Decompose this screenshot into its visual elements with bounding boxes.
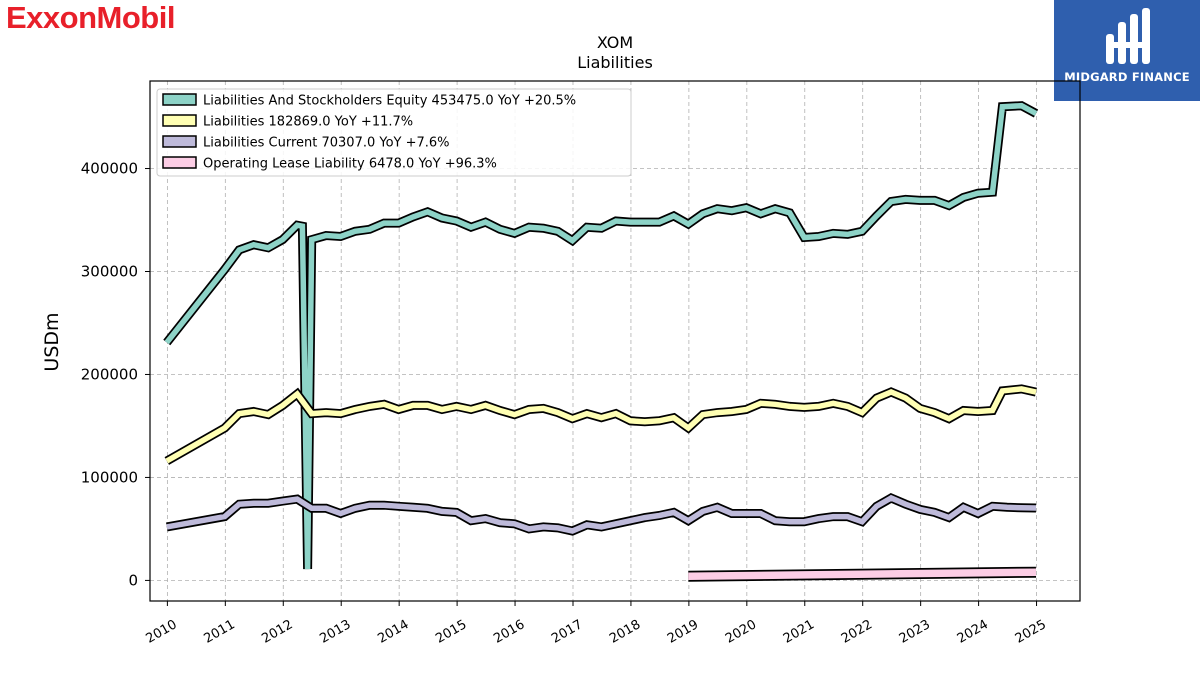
legend: Liabilities And Stockholders Equity 4534… [156, 88, 632, 177]
badge-label: MIDGARD FINANCE [1064, 70, 1190, 84]
x-tick-label: 2018 [607, 617, 643, 647]
legend-label: Operating Lease Liability 6478.0 YoY +96… [203, 157, 497, 172]
x-tick-label: 2016 [491, 617, 527, 647]
legend-item: Liabilities 182869.0 YoY +11.7% [162, 114, 413, 130]
x-tick-label: 2024 [955, 617, 991, 647]
y-tick-label: 400000 [81, 160, 138, 178]
x-tick-label: 2025 [1013, 617, 1049, 647]
midgard-finance-badge: MIDGARD FINANCE [1054, 0, 1200, 101]
x-tick-label: 2022 [839, 617, 875, 647]
x-tick-label: 2021 [781, 617, 817, 647]
legend-swatch [162, 156, 197, 169]
series-fill [164, 102, 1038, 570]
series-line-liabilities [164, 384, 1037, 465]
series-line-current [166, 492, 1037, 536]
y-tick-label: 200000 [81, 365, 138, 383]
series-fill [166, 494, 1037, 534]
y-tick-label: 300000 [81, 262, 138, 280]
legend-item: Liabilities Current 70307.0 YoY +7.6% [162, 135, 450, 151]
legend-label: Liabilities And Stockholders Equity 4534… [203, 94, 576, 109]
legend-swatch [162, 93, 197, 106]
legend-swatch [162, 135, 197, 148]
x-tick-label: 2014 [375, 617, 411, 647]
legend-box [156, 88, 632, 177]
x-tick-label: 2019 [665, 617, 701, 647]
x-tick-label: 2013 [317, 617, 353, 647]
midgard-logo-icon [1106, 8, 1150, 64]
legend-item: Operating Lease Liability 6478.0 YoY +96… [162, 156, 497, 172]
x-tick-label: 2010 [144, 617, 180, 647]
plot-frame [149, 80, 1081, 602]
x-tick-label: 2017 [549, 617, 585, 647]
series-line-total [163, 101, 1039, 570]
series-line-lease [688, 566, 1037, 582]
y-tick-label: 100000 [81, 468, 138, 486]
x-tick-label: 2011 [201, 617, 237, 647]
chart-title: XOM [597, 33, 633, 52]
x-tick-label: 2012 [259, 617, 295, 647]
x-tick-label: 2015 [433, 617, 469, 647]
y-tick-label: 0 [128, 571, 138, 589]
chart-subtitle: Liabilities [577, 53, 653, 72]
series-layer [163, 101, 1039, 582]
series-fill [165, 386, 1037, 464]
y-axis-label: USDm [41, 312, 63, 371]
legend-label: Liabilities Current 70307.0 YoY +7.6% [203, 136, 450, 151]
legend-label: Liabilities 182869.0 YoY +11.7% [203, 115, 413, 130]
legend-item: Liabilities And Stockholders Equity 4534… [162, 93, 576, 109]
series-fill [688, 568, 1037, 581]
legend-swatch [162, 114, 197, 127]
x-tick-label: 2020 [723, 617, 759, 647]
exxonmobil-logo: ExxonMobil [6, 0, 175, 35]
x-tick-label: 2023 [897, 617, 933, 647]
